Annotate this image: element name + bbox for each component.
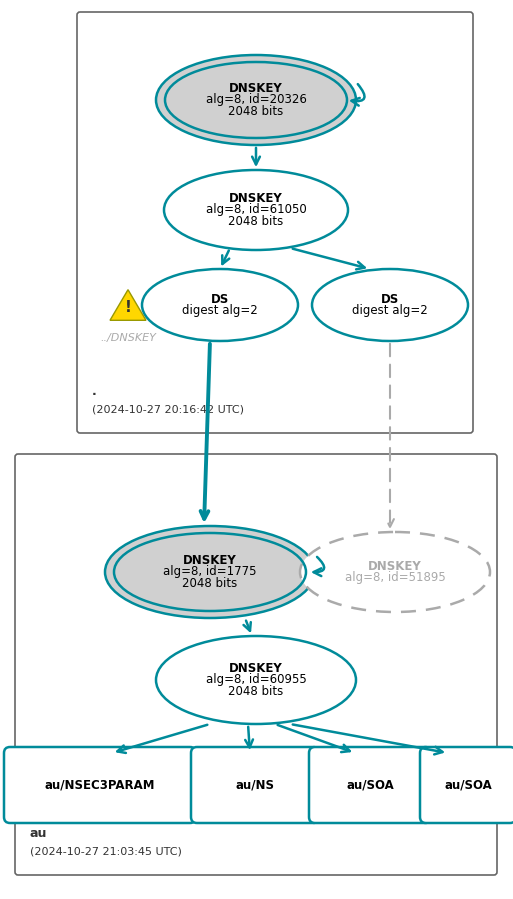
Text: (2024-10-27 21:03:45 UTC): (2024-10-27 21:03:45 UTC) [30,846,182,856]
Ellipse shape [164,170,348,250]
Text: 2048 bits: 2048 bits [228,685,284,699]
Text: alg=8, id=1775: alg=8, id=1775 [163,565,256,578]
FancyBboxPatch shape [15,454,497,875]
Text: DNSKEY: DNSKEY [229,191,283,205]
FancyBboxPatch shape [191,747,319,823]
Text: alg=8, id=60955: alg=8, id=60955 [206,673,306,687]
Text: au: au [30,827,47,840]
Text: alg=8, id=20326: alg=8, id=20326 [206,93,306,106]
Ellipse shape [156,636,356,724]
Text: digest alg=2: digest alg=2 [182,305,258,317]
Text: DS: DS [211,292,229,306]
Text: DNSKEY: DNSKEY [368,559,422,573]
Text: au/NSEC3PARAM: au/NSEC3PARAM [45,779,155,791]
Text: DS: DS [381,292,399,306]
Text: 2048 bits: 2048 bits [228,216,284,228]
Text: alg=8, id=51895: alg=8, id=51895 [345,572,445,584]
Ellipse shape [156,55,356,145]
Text: (2024-10-27 20:16:42 UTC): (2024-10-27 20:16:42 UTC) [92,404,244,414]
Text: 2048 bits: 2048 bits [183,577,238,591]
FancyBboxPatch shape [4,747,196,823]
Polygon shape [110,289,146,320]
Ellipse shape [105,526,315,618]
Text: alg=8, id=61050: alg=8, id=61050 [206,203,306,217]
FancyBboxPatch shape [420,747,513,823]
Ellipse shape [312,269,468,341]
Text: DNSKEY: DNSKEY [229,662,283,674]
FancyBboxPatch shape [309,747,431,823]
Text: au/SOA: au/SOA [444,779,492,791]
Text: !: ! [125,300,131,316]
Text: .: . [92,385,97,398]
Text: au/NS: au/NS [235,779,274,791]
Text: DNSKEY: DNSKEY [229,82,283,94]
Text: digest alg=2: digest alg=2 [352,305,428,317]
Text: au/SOA: au/SOA [346,779,394,791]
FancyBboxPatch shape [77,12,473,433]
Ellipse shape [142,269,298,341]
Text: 2048 bits: 2048 bits [228,105,284,119]
Text: DNSKEY: DNSKEY [183,554,237,566]
Ellipse shape [300,532,490,612]
Text: ../DNSKEY: ../DNSKEY [100,333,156,343]
